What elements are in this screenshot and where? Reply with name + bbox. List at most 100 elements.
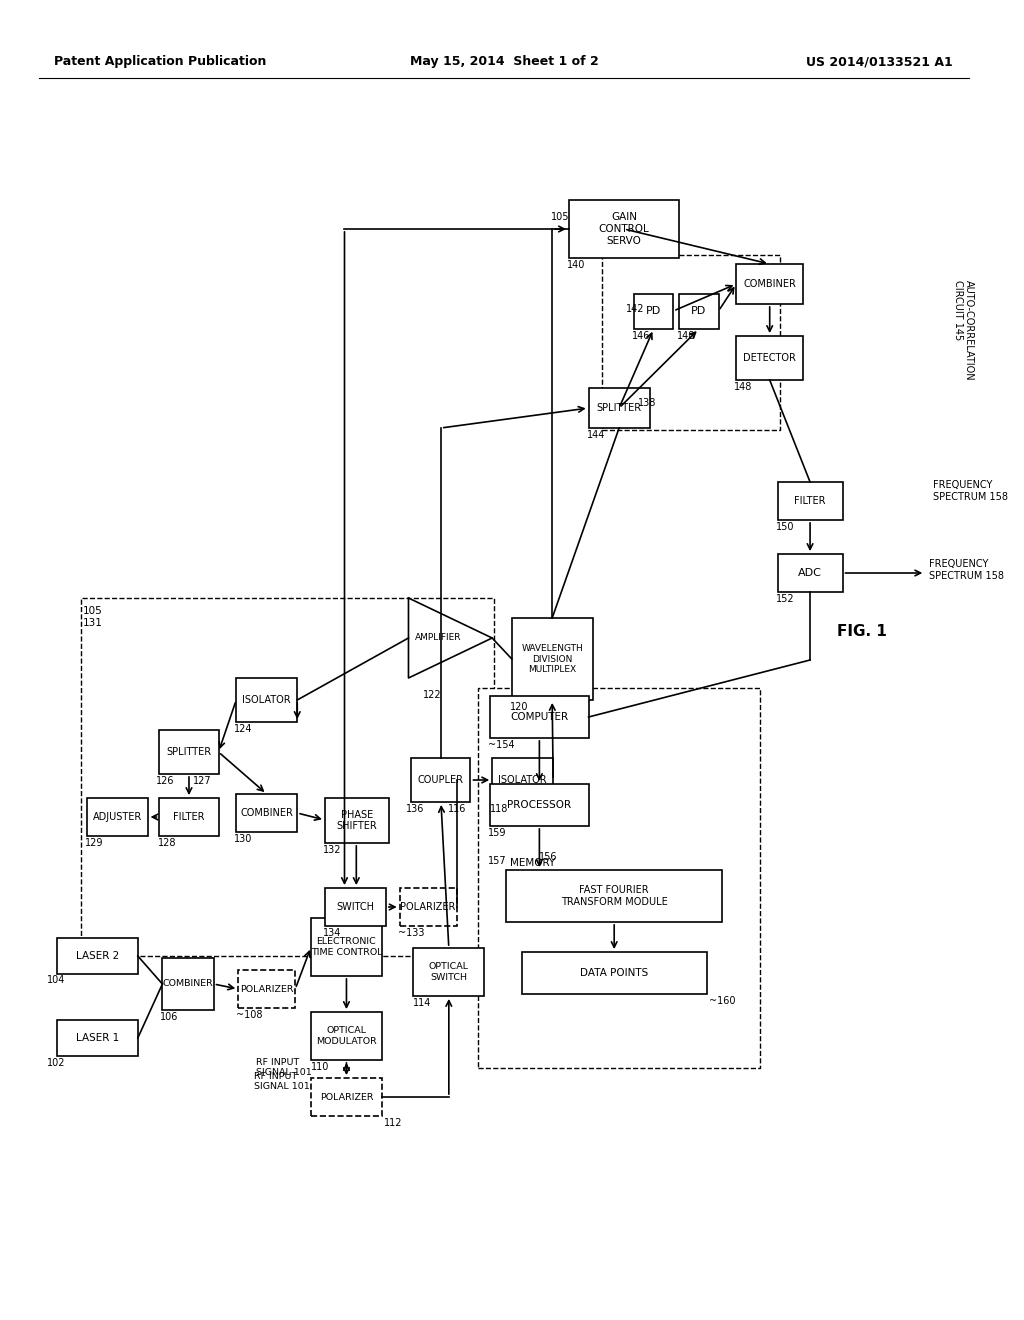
Text: RF INPUT
SIGNAL 101: RF INPUT SIGNAL 101 [256,1059,311,1077]
Bar [237,795,297,832]
Text: AUTO-CORRELATION
CIRCUIT 145: AUTO-CORRELATION CIRCUIT 145 [952,280,975,380]
Text: 110: 110 [311,1063,330,1072]
Text: LASER 1: LASER 1 [76,1034,119,1043]
Text: 129: 129 [85,838,103,847]
Text: AMPLIFIER: AMPLIFIER [415,634,461,643]
Text: 120: 120 [510,702,528,711]
Text: 105: 105 [83,606,102,616]
Bar [160,730,218,774]
Text: 157: 157 [488,855,507,866]
Text: ~160: ~160 [709,997,735,1006]
Text: 124: 124 [234,723,253,734]
Bar [506,870,723,921]
Text: 102: 102 [47,1059,66,1068]
Text: FREQUENCY
SPECTRUM 158: FREQUENCY SPECTRUM 158 [933,480,1008,502]
Text: ~133: ~133 [397,928,424,939]
Text: PD: PD [691,306,707,317]
Text: 159: 159 [488,828,507,838]
Bar [81,598,495,956]
Text: FILTER: FILTER [173,812,205,822]
Bar [311,917,382,975]
Text: RF INPUT
SIGNAL 101: RF INPUT SIGNAL 101 [254,1072,309,1092]
Text: 138: 138 [638,399,656,408]
Text: ELECTRONIC
TIME CONTROL: ELECTRONIC TIME CONTROL [310,937,382,957]
Text: POLARIZER: POLARIZER [400,902,456,912]
Text: COMBINER: COMBINER [241,808,293,818]
Text: 132: 132 [323,845,341,855]
Bar [736,337,803,380]
Text: ~108: ~108 [237,1010,263,1020]
Bar [325,888,386,927]
Bar [399,888,457,927]
Text: 134: 134 [323,928,341,939]
Text: GAIN
CONTROL
SERVO: GAIN CONTROL SERVO [599,213,649,246]
Text: Patent Application Publication: Patent Application Publication [54,55,266,69]
Bar [490,784,589,826]
Text: 118: 118 [490,804,509,814]
Text: ~154: ~154 [488,741,515,750]
Text: 148: 148 [734,381,753,392]
Bar [493,758,553,803]
Text: 131: 131 [83,618,102,628]
Bar [311,1012,382,1060]
Text: 148: 148 [677,331,695,341]
Text: 142: 142 [626,304,644,314]
Bar [521,952,707,994]
Text: 150: 150 [775,521,794,532]
Bar [239,970,295,1008]
Bar [57,939,138,974]
Bar [490,696,589,738]
Text: PROCESSOR: PROCESSOR [507,800,571,810]
Text: ADC: ADC [798,568,822,578]
Text: 106: 106 [161,1012,179,1022]
Bar [163,958,214,1010]
Text: COMBINER: COMBINER [743,279,796,289]
Text: POLARIZER: POLARIZER [240,985,294,994]
Bar [512,618,593,700]
Bar [569,201,679,257]
Bar [589,388,649,428]
Text: 130: 130 [234,834,253,843]
Text: 156: 156 [540,851,558,862]
Text: FAST FOURIER
TRANSFORM MODULE: FAST FOURIER TRANSFORM MODULE [561,886,668,907]
Text: DETECTOR: DETECTOR [743,352,796,363]
Bar [160,799,218,836]
Bar [325,799,389,843]
Bar [412,758,470,803]
Text: 136: 136 [406,804,424,814]
Bar [237,678,297,722]
Text: 114: 114 [414,998,432,1008]
Text: 127: 127 [193,776,212,785]
Bar [736,264,803,304]
Bar [777,554,843,591]
Text: 144: 144 [587,430,605,440]
Text: COMPUTER: COMPUTER [510,711,568,722]
Bar [634,294,673,329]
Text: 126: 126 [156,776,174,785]
Text: COUPLER: COUPLER [418,775,464,785]
Text: ISOLATOR: ISOLATOR [499,775,547,785]
Text: 112: 112 [384,1118,402,1129]
Text: 116: 116 [447,804,466,814]
Text: OPTICAL
SWITCH: OPTICAL SWITCH [429,962,469,982]
Text: 152: 152 [775,594,795,605]
Text: PHASE
SHIFTER: PHASE SHIFTER [337,809,377,832]
Bar [87,799,147,836]
Bar [777,482,843,520]
Text: 105: 105 [551,213,569,222]
Text: DATA POINTS: DATA POINTS [580,968,648,978]
Text: FILTER: FILTER [795,496,825,506]
Text: 104: 104 [47,975,66,985]
Bar [490,840,746,1049]
Text: PD: PD [646,306,662,317]
Bar [311,1078,382,1115]
Bar [414,948,484,997]
Text: 122: 122 [423,690,442,700]
Text: FREQUENCY
SPECTRUM 158: FREQUENCY SPECTRUM 158 [929,560,1005,581]
Text: ADJUSTER: ADJUSTER [92,812,141,822]
Text: OPTICAL
MODULATOR: OPTICAL MODULATOR [316,1027,377,1045]
Bar [679,294,719,329]
Text: May 15, 2014  Sheet 1 of 2: May 15, 2014 Sheet 1 of 2 [410,55,598,69]
Text: LASER 2: LASER 2 [76,950,119,961]
Bar [478,688,760,1068]
